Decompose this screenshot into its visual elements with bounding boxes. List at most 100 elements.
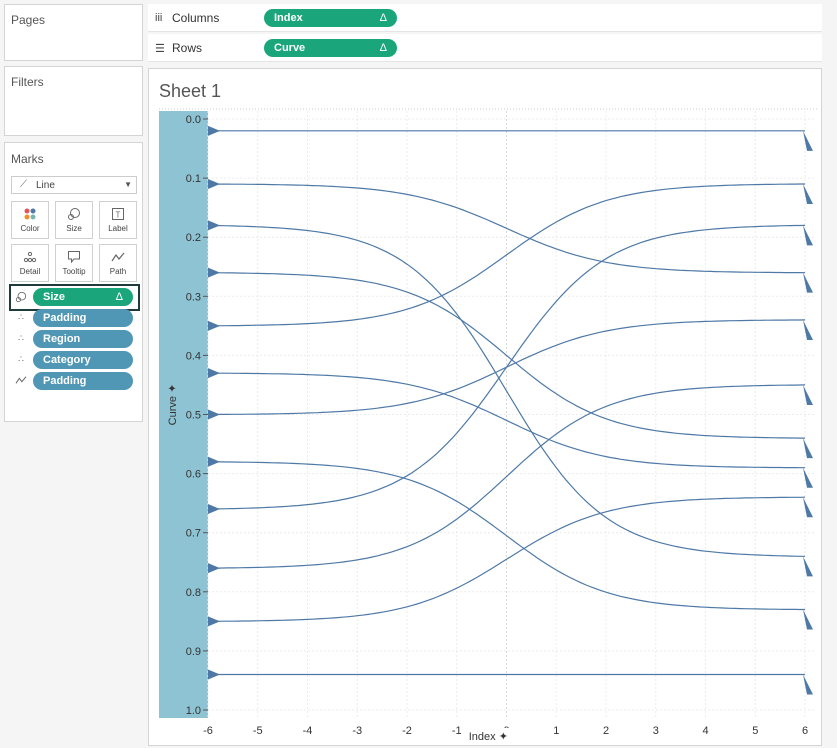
region-pill[interactable]: Region xyxy=(33,330,133,348)
size-button[interactable]: Size xyxy=(55,201,93,239)
padding-detail-field[interactable]: ∴ Padding xyxy=(12,309,134,328)
tooltip-icon xyxy=(56,250,92,265)
x-tick-label: 3 xyxy=(653,725,659,737)
curve-line-4[interactable] xyxy=(207,183,805,327)
curve-line-10[interactable] xyxy=(208,496,806,622)
path-button[interactable]: Path xyxy=(99,244,137,282)
label-label: Label xyxy=(108,224,128,233)
x-tick-label: 5 xyxy=(752,725,758,737)
mark-type-dropdown[interactable]: ⟋ Line ▼ xyxy=(11,176,137,194)
curve-pill-label: Curve xyxy=(274,42,306,54)
padding-pill-label: Padding xyxy=(43,312,87,324)
size-label: Size xyxy=(66,224,82,233)
detail-label: Detail xyxy=(19,267,41,276)
sigmoid-chart[interactable]: 0.0 0.1 0.2 0.3 0.4 0.5 0.6 0.7 0.8 0.9 1.0-6 -5 -4 -… xyxy=(149,69,821,745)
delta-icon: Δ xyxy=(379,42,387,54)
tooltip-button[interactable]: Tooltip xyxy=(55,244,93,282)
x-axis-title[interactable]: Index ✦ xyxy=(469,731,508,743)
index-pill[interactable]: Index Δ xyxy=(264,9,397,27)
curve-line-7[interactable] xyxy=(208,461,805,611)
curve-end-marker xyxy=(803,184,813,205)
color-button[interactable]: Color xyxy=(11,201,49,239)
region-detail-field[interactable]: ∴ Region xyxy=(12,330,134,349)
detail-icon: ∴ xyxy=(18,333,24,343)
rows-shelf[interactable]: ☰ Rows Curve Δ xyxy=(148,34,822,62)
y-tick-label: 0.6 xyxy=(186,469,201,481)
curve-start-marker xyxy=(208,125,220,136)
padding-path-pill[interactable]: Padding xyxy=(33,372,133,390)
detail-icon: ∴ xyxy=(18,312,24,322)
curve-line-8[interactable] xyxy=(207,224,806,510)
viz-area[interactable]: Sheet 1 0.0 0.1 0.2 0.3 0.4 0.5 0.6 0.7 0.8 0.9 1.… xyxy=(148,68,822,746)
size-pill[interactable]: Size Δ xyxy=(33,288,133,306)
y-axis-band[interactable] xyxy=(159,111,208,718)
y-tick-label: 0.7 xyxy=(186,528,201,540)
marks-panel: Marks ⟋ Line ▼ Color Size T Label Detail… xyxy=(4,142,143,422)
padding-pill[interactable]: Padding xyxy=(33,309,133,327)
rows-icon: ☰ xyxy=(155,43,165,55)
delta-icon: Δ xyxy=(115,291,123,303)
pages-title: Pages xyxy=(11,13,46,27)
sheet-title: Sheet 1 xyxy=(159,81,222,101)
curve-line-2[interactable] xyxy=(207,224,805,557)
x-tick-label: -2 xyxy=(402,725,412,737)
padding-path-field[interactable]: Padding xyxy=(12,372,134,391)
rows-label: Rows xyxy=(172,41,203,55)
curve-pill[interactable]: Curve Δ xyxy=(264,39,397,57)
y-tick-label: 1.0 xyxy=(186,705,201,717)
x-tick-label: -6 xyxy=(203,725,213,737)
label-button[interactable]: T Label xyxy=(99,201,137,239)
curve-end-marker xyxy=(803,384,813,405)
curve-start-marker xyxy=(208,616,220,627)
curve-line-3[interactable] xyxy=(208,272,805,439)
curve-end-marker xyxy=(803,225,813,246)
curve-end-marker xyxy=(803,497,813,518)
category-pill[interactable]: Category xyxy=(33,351,133,369)
svg-text:T: T xyxy=(116,211,121,220)
path-icon xyxy=(100,250,136,265)
curve-start-marker xyxy=(208,409,220,420)
line-mark-icon: ⟋ xyxy=(20,179,27,190)
curve-end-marker xyxy=(803,438,813,459)
color-icon xyxy=(12,207,48,222)
curve-start-marker xyxy=(208,320,220,331)
filters-panel[interactable]: Filters xyxy=(4,66,143,136)
curve-start-marker xyxy=(208,504,220,515)
curve-start-marker xyxy=(208,267,220,278)
x-tick-label: -5 xyxy=(253,725,263,737)
path-label: Path xyxy=(109,267,127,276)
curve-start-marker xyxy=(208,220,220,231)
size-pill-label: Size xyxy=(43,291,66,303)
category-pill-label: Category xyxy=(43,354,91,366)
size-icon xyxy=(56,207,92,222)
curve-line-9[interactable] xyxy=(207,384,806,569)
path-icon xyxy=(14,375,28,387)
chevron-down-icon: ▼ xyxy=(124,180,132,189)
y-tick-label: 0.9 xyxy=(186,646,201,658)
curve-line-1[interactable] xyxy=(208,183,806,274)
detail-icon: ∴ xyxy=(18,354,24,364)
category-detail-field[interactable]: ∴ Category xyxy=(12,351,134,370)
region-pill-label: Region xyxy=(43,333,81,345)
y-tick-label: 0.2 xyxy=(186,232,201,244)
x-tick-label: 4 xyxy=(702,725,708,737)
curve-end-marker xyxy=(803,467,813,488)
pages-panel: Pages xyxy=(4,4,143,61)
curve-start-marker xyxy=(208,179,220,190)
curve-end-marker xyxy=(803,272,813,293)
x-tick-label: -1 xyxy=(452,725,462,737)
x-tick-label: 1 xyxy=(553,725,559,737)
mark-type-label: Line xyxy=(36,180,55,191)
padding-path-pill-label: Padding xyxy=(43,375,87,387)
curve-start-marker xyxy=(208,368,220,379)
y-tick-label: 0.8 xyxy=(186,587,201,599)
y-tick-label: 0.1 xyxy=(186,173,201,185)
columns-shelf[interactable]: iii Columns Index Δ xyxy=(148,4,822,32)
size-field[interactable]: Size Δ xyxy=(12,288,134,307)
tooltip-label: Tooltip xyxy=(62,267,86,276)
y-axis-title[interactable]: Curve ✦ xyxy=(167,384,179,426)
curve-line-5[interactable] xyxy=(207,372,805,469)
columns-label: Columns xyxy=(172,11,220,25)
x-tick-label: 2 xyxy=(603,725,609,737)
detail-button[interactable]: Detail xyxy=(11,244,49,282)
